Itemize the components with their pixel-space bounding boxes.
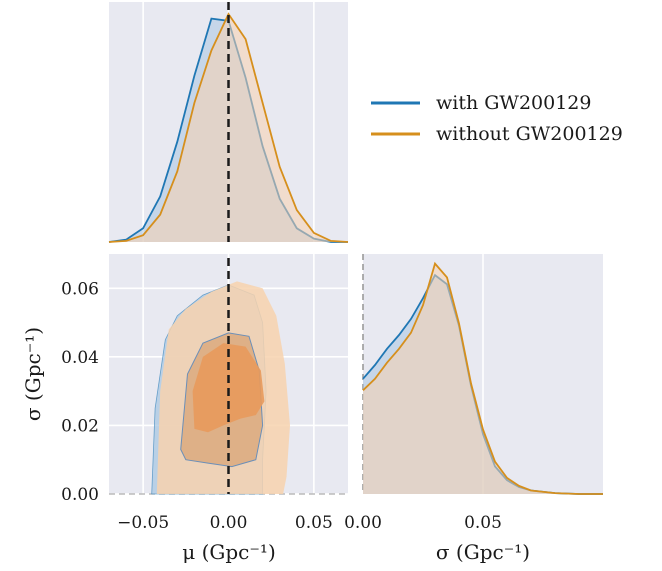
sigma-marginal-line-without	[362, 261, 603, 495]
sigma-x-tick-label: 0.00	[344, 513, 382, 533]
mu-marginal-fill-without	[109, 14, 348, 242]
mu-marginal-panel	[108, 2, 349, 243]
sigma-xlabel: σ (Gpc⁻¹)	[436, 540, 530, 564]
joint-contour-without-inner	[192, 343, 265, 433]
mu-marginal-line-without	[108, 12, 349, 243]
sigma-x-tick-label: 0.05	[464, 513, 502, 533]
joint-contours	[151, 281, 290, 495]
joint-y-tick-label: 0.04	[61, 348, 99, 368]
legend: with GW200129 without GW200129	[371, 92, 623, 145]
legend-label-with: with GW200129	[436, 92, 592, 114]
joint-y-tick-label: 0.00	[61, 485, 99, 505]
joint-tick-labels: −0.05 0.00 0.05 0.00 0.02 0.04 0.06	[61, 279, 333, 533]
sigma-marginal-panel: 0.00 0.05 σ (Gpc⁻¹)	[344, 254, 603, 564]
legend-label-without: without GW200129	[436, 123, 623, 145]
joint-ylabel: σ (Gpc⁻¹)	[21, 327, 45, 421]
joint-x-tick-label: 0.00	[210, 513, 248, 533]
sigma-marginal-fill-without	[363, 263, 603, 494]
sigma-marginal-tick-labels: 0.00 0.05	[344, 513, 502, 533]
joint-x-tick-label: −0.05	[117, 513, 169, 533]
sigma-marginal-curves	[362, 261, 603, 495]
joint-xlabel: μ (Gpc⁻¹)	[182, 540, 276, 564]
joint-y-tick-label: 0.02	[61, 416, 99, 436]
joint-panel: −0.05 0.00 0.050.000.020.040.06 μ (Gpc⁻¹) …	[21, 254, 348, 564]
joint-y-tick-label: 0.06	[61, 279, 99, 299]
joint-x-tick-label: 0.05	[295, 513, 333, 533]
